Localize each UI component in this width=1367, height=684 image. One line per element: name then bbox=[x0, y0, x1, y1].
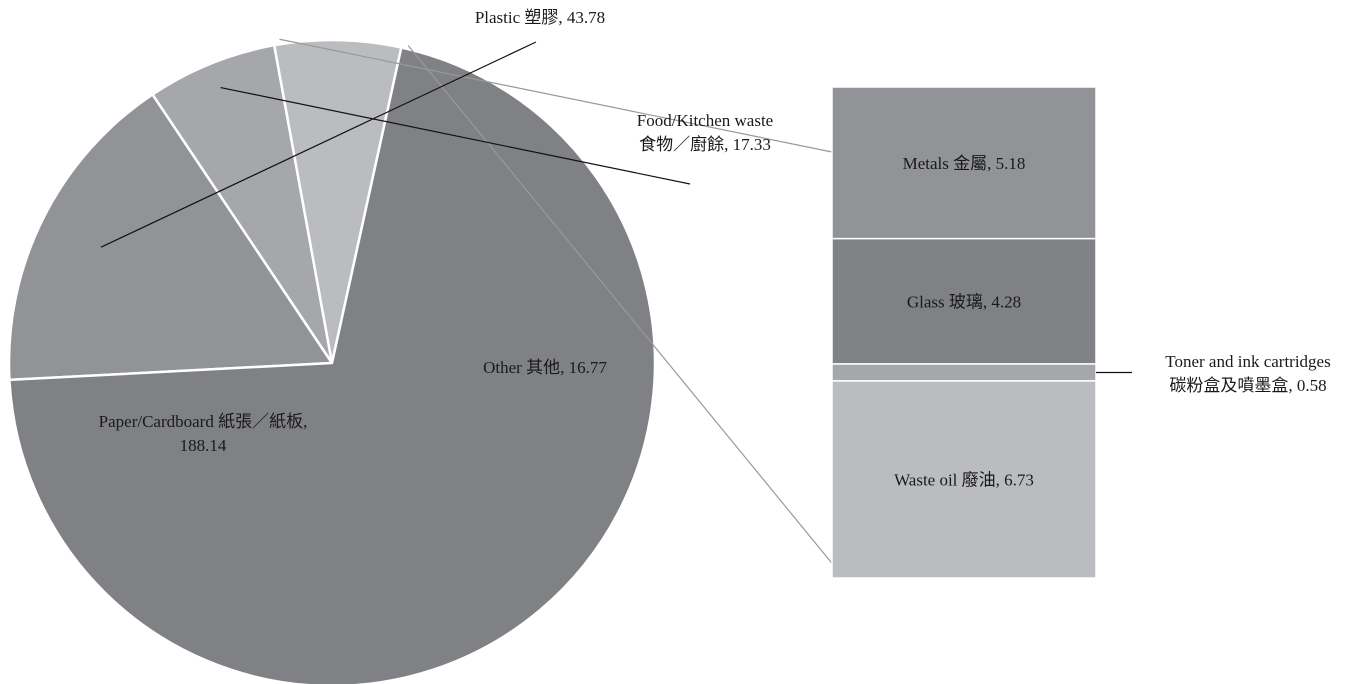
slice-label-food-kitchen-waste: Food/Kitchen waste 食物／廚餘, 17.33 bbox=[637, 111, 773, 154]
bar-segment-toner-and bbox=[831, 363, 1097, 382]
bar-label-waste-oil: Waste oil 廢油, 6.73 bbox=[894, 470, 1034, 489]
bar-segment-waste-oil bbox=[831, 380, 1097, 579]
bar-segment-metals bbox=[831, 86, 1097, 240]
leader-line-plastic bbox=[100, 41, 537, 248]
labels: Plastic 塑膠, 43.78 Food/Kitchen waste 食物／廚餘… bbox=[99, 8, 1331, 489]
slice-label-other: Other 其他, 16.77 bbox=[483, 358, 607, 377]
pie-slice-paper-cardboard bbox=[8, 46, 657, 684]
leader-line-food bbox=[220, 86, 691, 185]
pie-slice-food-kitchen bbox=[151, 43, 334, 365]
slice-label-plastic: Plastic 塑膠, 43.78 bbox=[475, 8, 605, 27]
breakdown-bar bbox=[831, 86, 1097, 579]
bar-label-toner-and: Toner and ink cartridges 碳粉盒及噴墨盒, 0.58 bbox=[1165, 352, 1330, 395]
connector-bottom bbox=[407, 45, 845, 579]
bar-label-metals: Metals 金屬, 5.18 bbox=[903, 154, 1026, 173]
pie-slice-plastic bbox=[7, 93, 334, 382]
breakdown-connectors bbox=[279, 38, 845, 579]
slice-label-paper-cardboard: Paper/Cardboard 紙張／紙板, 188.14 bbox=[99, 412, 308, 455]
bar-label-glass: Glass 玻璃, 4.28 bbox=[907, 292, 1021, 311]
bar-segment-glass bbox=[831, 237, 1097, 365]
connector-top bbox=[279, 38, 833, 153]
